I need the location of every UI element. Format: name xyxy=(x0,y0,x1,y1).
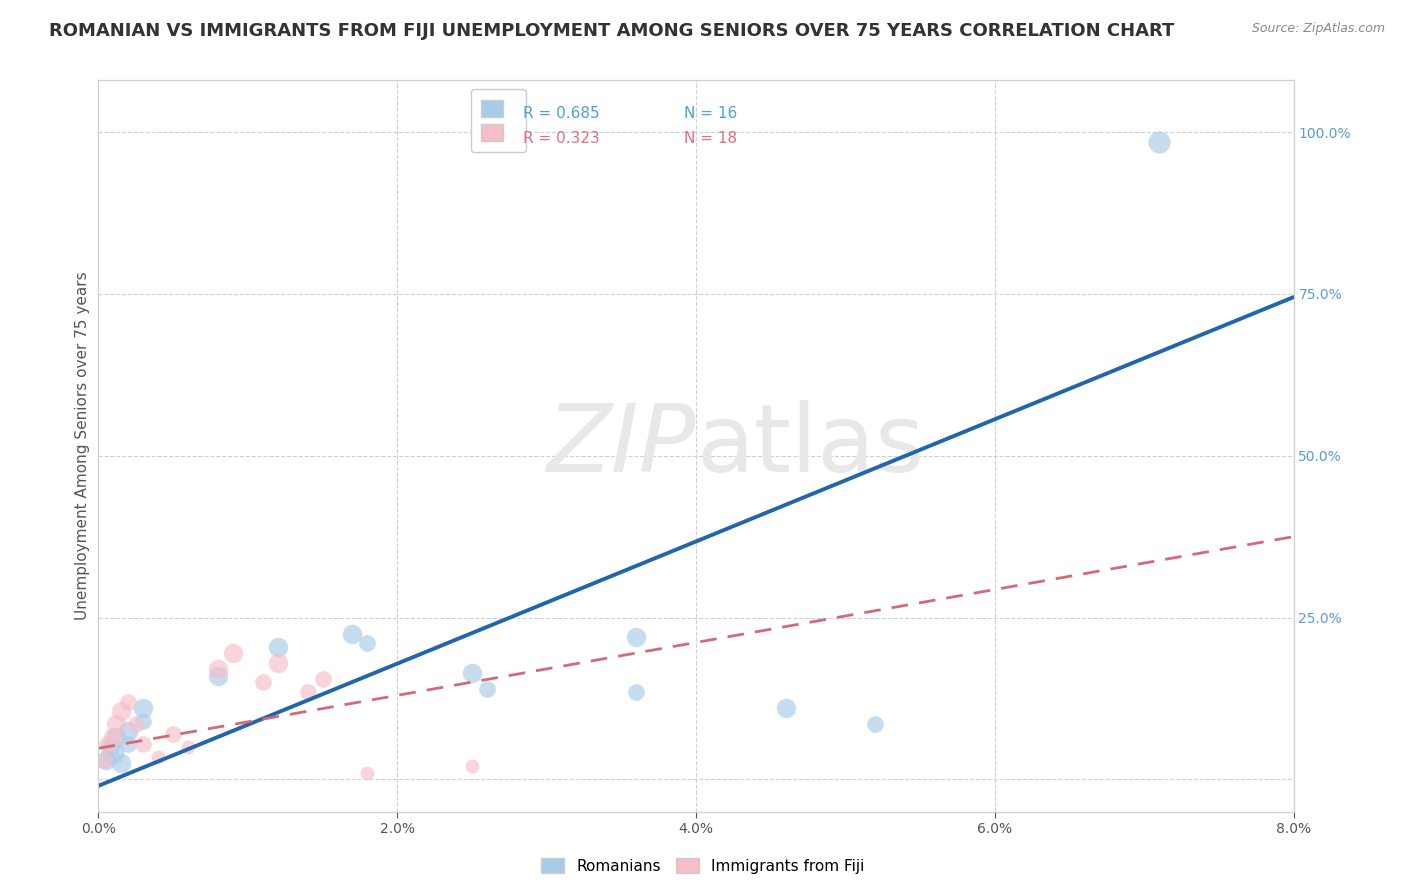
Text: ZIP: ZIP xyxy=(547,401,696,491)
Text: atlas: atlas xyxy=(696,400,924,492)
Text: Source: ZipAtlas.com: Source: ZipAtlas.com xyxy=(1251,22,1385,36)
Text: N = 16: N = 16 xyxy=(685,106,737,121)
Text: ROMANIAN VS IMMIGRANTS FROM FIJI UNEMPLOYMENT AMONG SENIORS OVER 75 YEARS CORREL: ROMANIAN VS IMMIGRANTS FROM FIJI UNEMPLO… xyxy=(49,22,1174,40)
Y-axis label: Unemployment Among Seniors over 75 years: Unemployment Among Seniors over 75 years xyxy=(75,272,90,620)
Text: R = 0.323: R = 0.323 xyxy=(523,131,599,146)
Text: R = 0.685: R = 0.685 xyxy=(523,106,599,121)
Legend: Romanians, Immigrants from Fiji: Romanians, Immigrants from Fiji xyxy=(536,852,870,880)
Legend: , : , xyxy=(471,89,526,152)
Text: N = 18: N = 18 xyxy=(685,131,737,146)
